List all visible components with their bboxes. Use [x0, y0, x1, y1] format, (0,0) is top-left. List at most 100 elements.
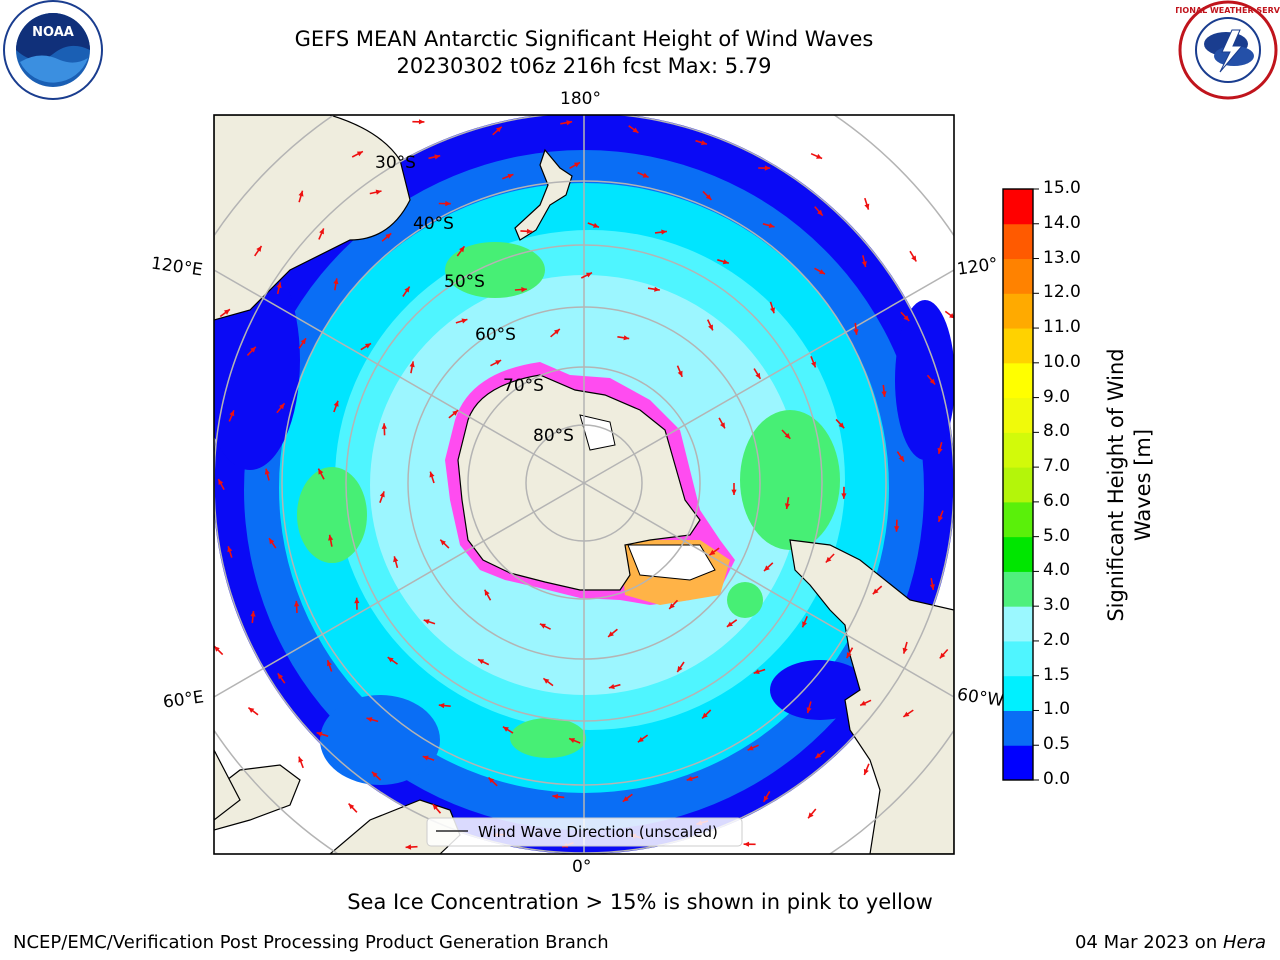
wave-arrow-head — [405, 844, 412, 850]
wave-arrow-head — [298, 190, 304, 197]
wave-arrow-head — [298, 756, 304, 763]
wave-arrow-head — [770, 307, 775, 314]
wave-arrow-head — [632, 127, 639, 133]
colorbar-tick-label: 0.5 — [1043, 734, 1071, 755]
chart-title: GEFS MEAN Antarctic Significant Height o… — [294, 27, 874, 51]
wave-arrow-head — [434, 154, 441, 160]
lat-label-70s: 70°S — [503, 376, 544, 396]
wave-arrow-head — [375, 189, 382, 195]
wave-direction-arrows — [214, 119, 954, 850]
wave-arrow-head — [348, 803, 355, 810]
wave-arrow-head — [677, 666, 683, 672]
wave-arrow-head — [816, 153, 823, 159]
wave-arrow-head — [438, 703, 445, 709]
colorbar-tick-label: 1.5 — [1043, 664, 1071, 685]
wave-arrow-head — [872, 588, 879, 595]
wave-arrow-head — [574, 162, 580, 168]
wave-arrow-head — [418, 119, 425, 125]
wave-low-patch — [320, 695, 440, 785]
new-zealand-landmass — [514, 148, 573, 241]
wave-arrow-head — [894, 526, 900, 532]
wave-arrow-head — [902, 647, 908, 654]
noaa-text: NOAA — [32, 25, 74, 40]
footer-credit: NCEP/EMC/Verification Post Processing Pr… — [13, 932, 609, 953]
wave-arrow-head — [861, 261, 867, 267]
wave-arrow-head — [569, 738, 575, 743]
wave-arrow-head — [366, 717, 373, 723]
lat-label-30s: 30°S — [375, 153, 416, 173]
wave-arrow-head — [333, 400, 339, 407]
wave-arrow-head — [328, 534, 334, 541]
wave-arrow-head — [385, 233, 392, 239]
legend-label: Wind Wave Direction (unscaled) — [478, 823, 718, 841]
wave-arrow-head — [825, 556, 832, 563]
wave-arrow-head — [495, 360, 502, 365]
lat-label-40s: 40°S — [413, 214, 454, 234]
wave-arrow-head — [333, 278, 339, 285]
longitude-lines — [214, 115, 954, 854]
weddell-ice-shelf — [627, 544, 716, 581]
wave-arrow-head — [269, 538, 275, 545]
wave-arrow-head — [379, 491, 385, 498]
wave-arrow-head — [404, 286, 410, 293]
wave-low-patch — [895, 300, 954, 460]
wave-arrow-head — [478, 659, 484, 665]
wave-arrow-head — [381, 423, 387, 429]
wave-arrow-head — [452, 410, 459, 416]
wave-arrow-head — [256, 246, 262, 252]
noaa-logo: NOAA — [3, 0, 103, 100]
south-america-landmass — [789, 539, 954, 854]
wave-arrow-head — [218, 479, 224, 485]
wave-arrow-head — [764, 165, 771, 171]
colorbar-tick-label: 1.0 — [1043, 699, 1071, 720]
wave-arrow-head — [566, 120, 573, 126]
wave-arrow-head — [763, 795, 769, 802]
wave-arrow-head — [276, 282, 282, 289]
wave-arrow-head — [929, 378, 936, 385]
lat-label-80s: 80°S — [533, 426, 574, 446]
wave-arrow-head — [819, 269, 825, 274]
wave-arrow-head — [423, 619, 430, 625]
wave-arrow-head — [802, 621, 807, 628]
wave-arrow-head — [586, 272, 592, 278]
wave-arrow-head — [539, 623, 546, 629]
wave-arrow-head — [552, 794, 559, 800]
wave-arrow-head — [903, 315, 910, 321]
wave-arrow-head — [432, 804, 439, 810]
wave-arrow-head — [214, 646, 220, 652]
wave-arrow-head — [726, 621, 733, 627]
colorbar-tick-label: 7.0 — [1043, 456, 1071, 477]
wave-arrow-head — [768, 223, 775, 228]
wave-arrow-head — [440, 539, 446, 546]
wave-arrow-head — [808, 812, 814, 819]
wave-arrow-head — [881, 391, 887, 397]
wave-arrow-head — [229, 410, 235, 417]
wave-arrow-head — [300, 338, 306, 345]
wave-arrow-head — [250, 611, 256, 617]
wave-arrow-head — [277, 673, 284, 680]
wave-arrow-head — [250, 346, 256, 353]
antarctica-landmass — [457, 374, 701, 591]
lat-label-50s: 50°S — [444, 272, 485, 292]
wave-arrow-head — [701, 140, 707, 146]
wave-arrow-head — [554, 329, 560, 335]
wave-arrow-head — [661, 229, 667, 235]
wave-arrow-head — [248, 707, 255, 713]
wave-arrow-head — [227, 546, 233, 553]
wave-high-patch — [445, 242, 545, 298]
australia-landmass — [214, 115, 411, 321]
wave-high-patch — [727, 582, 763, 618]
wave-high-patch — [510, 718, 586, 758]
colorbar-tick-label: 4.0 — [1043, 560, 1071, 581]
wave-arrow-head — [316, 731, 323, 737]
wave-arrow-head — [521, 287, 527, 293]
wave-arrow-head — [949, 313, 954, 319]
wave-arrow-head — [864, 203, 870, 210]
wave-arrow-head — [784, 433, 791, 439]
wave-arrow-head — [686, 776, 693, 781]
footer-date: 04 Mar 2023 on Hera — [1075, 932, 1266, 953]
wave-arrow-head — [863, 768, 869, 775]
wave-arrow-head — [677, 370, 683, 377]
wave-arrow-head — [722, 259, 729, 265]
wave-arrow-head — [747, 745, 754, 751]
